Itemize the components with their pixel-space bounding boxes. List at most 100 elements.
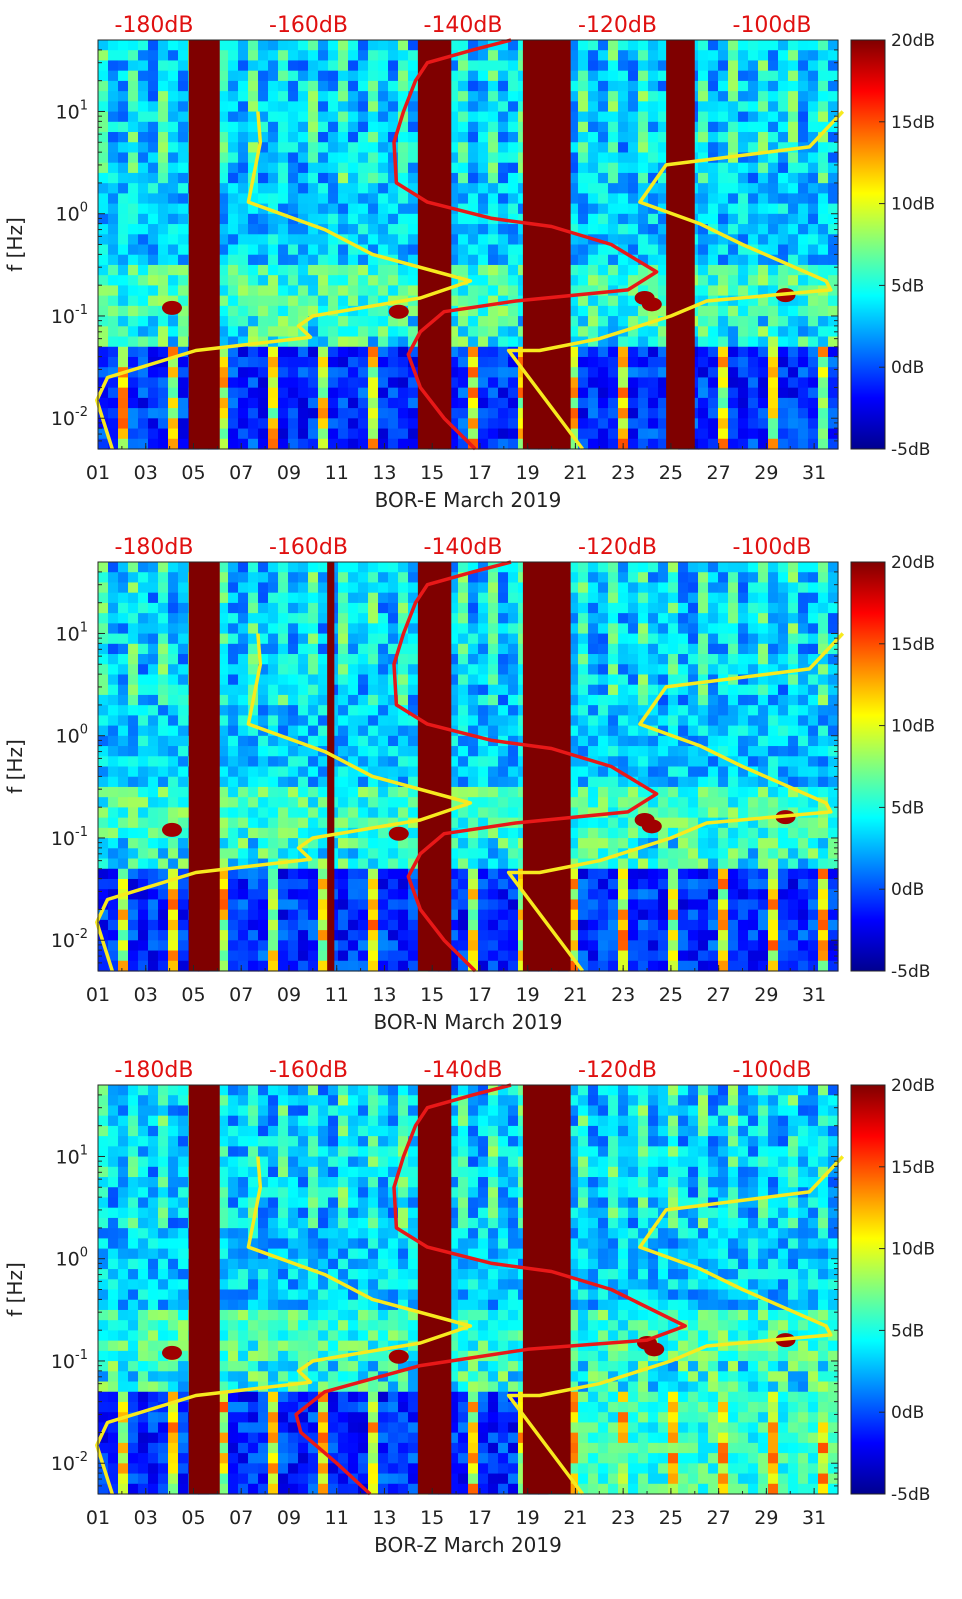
heatmap-cell <box>368 807 379 819</box>
heatmap-cell <box>748 121 759 133</box>
heatmap-cell <box>118 746 129 757</box>
heatmap-cell <box>628 254 639 266</box>
heatmap-cell <box>138 336 149 348</box>
heatmap-cell <box>268 889 279 901</box>
heatmap-cell <box>568 285 579 297</box>
heatmap-cell <box>298 643 309 655</box>
heatmap-cell <box>228 111 239 123</box>
heatmap-cell <box>648 367 659 379</box>
heatmap-cell <box>818 254 829 266</box>
heatmap-cell <box>778 80 789 92</box>
heatmap-cell <box>378 326 389 338</box>
heatmap-cell <box>638 152 649 164</box>
heatmap-cell <box>798 428 809 440</box>
heatmap-cell <box>488 295 499 307</box>
heatmap-cell <box>298 674 309 686</box>
heatmap-cell <box>478 776 489 788</box>
heatmap-cell <box>488 70 499 82</box>
heatmap-cell <box>228 428 239 440</box>
heatmap-cell <box>828 80 839 92</box>
heatmap-cell <box>348 940 359 952</box>
heatmap-cell <box>818 316 829 327</box>
heatmap-cell <box>238 725 249 737</box>
heatmap-cell <box>148 397 159 409</box>
heatmap-cell <box>598 397 609 409</box>
heatmap-cell <box>98 244 109 256</box>
heatmap-cell <box>278 746 289 757</box>
heatmap-cell <box>478 807 489 819</box>
heatmap-cell <box>728 428 739 440</box>
heatmap-cell <box>248 336 259 348</box>
heatmap-cell <box>508 132 519 143</box>
heatmap-cell <box>218 50 229 62</box>
heatmap-cell <box>498 132 509 143</box>
heatmap-cell <box>238 572 249 584</box>
heatmap-cell <box>698 285 709 297</box>
heatmap-cell <box>138 316 149 327</box>
heatmap-cell <box>108 878 119 890</box>
heatmap-cell <box>498 572 509 584</box>
heatmap-cell <box>628 60 639 72</box>
heatmap-cell <box>258 397 269 409</box>
heatmap-cell <box>388 684 399 696</box>
heatmap-cell <box>278 387 289 399</box>
heatmap-cell <box>378 254 389 266</box>
heatmap-cell <box>148 664 159 676</box>
heatmap-cell <box>348 848 359 860</box>
heatmap-cell <box>218 428 229 440</box>
heatmap-cell <box>128 889 139 901</box>
heatmap-cell <box>818 387 829 399</box>
heatmap-cell <box>828 121 839 133</box>
heatmap-cell <box>488 786 499 798</box>
heatmap-cell <box>408 408 419 419</box>
heatmap-cell <box>128 899 139 911</box>
heatmap-cell <box>778 183 789 194</box>
heatmap-cell <box>128 70 139 82</box>
heatmap-cell <box>118 654 129 665</box>
heatmap-cell <box>378 213 389 225</box>
heatmap-cell <box>268 715 279 727</box>
heatmap-cell <box>658 224 669 235</box>
heatmap-cell <box>168 356 179 368</box>
heatmap-cell <box>398 91 409 102</box>
heatmap-cell <box>738 336 749 348</box>
heatmap-cell <box>658 377 669 389</box>
heatmap-cell <box>508 162 519 174</box>
heatmap-cell <box>488 387 499 399</box>
heatmap-cell <box>768 91 779 102</box>
heatmap-cell <box>508 756 519 768</box>
heatmap-cell <box>348 878 359 890</box>
heatmap-cell <box>378 623 389 635</box>
heatmap-cell <box>158 224 169 235</box>
heatmap-cell <box>178 919 189 931</box>
heatmap-cell <box>338 152 349 164</box>
heatmap-cell <box>768 142 779 154</box>
heatmap-cell <box>778 418 789 430</box>
heatmap-cell <box>148 684 159 696</box>
heatmap-cell <box>278 562 289 573</box>
heatmap-cell <box>478 367 489 379</box>
heatmap-cell <box>568 275 579 286</box>
heatmap-cell <box>618 356 629 368</box>
heatmap-cell <box>158 213 169 225</box>
heatmap-cell <box>488 162 499 174</box>
heatmap-cell <box>358 336 369 348</box>
heatmap-cell <box>138 694 149 706</box>
heatmap-cell <box>368 203 379 215</box>
heatmap-cell <box>268 60 279 72</box>
colorbar-tick-label: 15dB <box>891 113 935 133</box>
heatmap-cell <box>128 643 139 655</box>
heatmap-cell <box>228 142 239 154</box>
heatmap-cell <box>608 367 619 379</box>
heatmap-cell <box>138 121 149 133</box>
heatmap-cell <box>468 572 479 584</box>
heatmap-cell <box>808 132 819 143</box>
heatmap-cell <box>318 858 329 870</box>
heatmap-cell <box>478 111 489 123</box>
colorbar-tick-label: 0dB <box>891 358 924 378</box>
x-axis-label: BOR-E March 2019 <box>375 488 562 512</box>
heatmap-cell <box>238 254 249 266</box>
heatmap-cell <box>698 172 709 184</box>
heatmap-cell <box>498 295 509 307</box>
heatmap-cell <box>488 572 499 584</box>
